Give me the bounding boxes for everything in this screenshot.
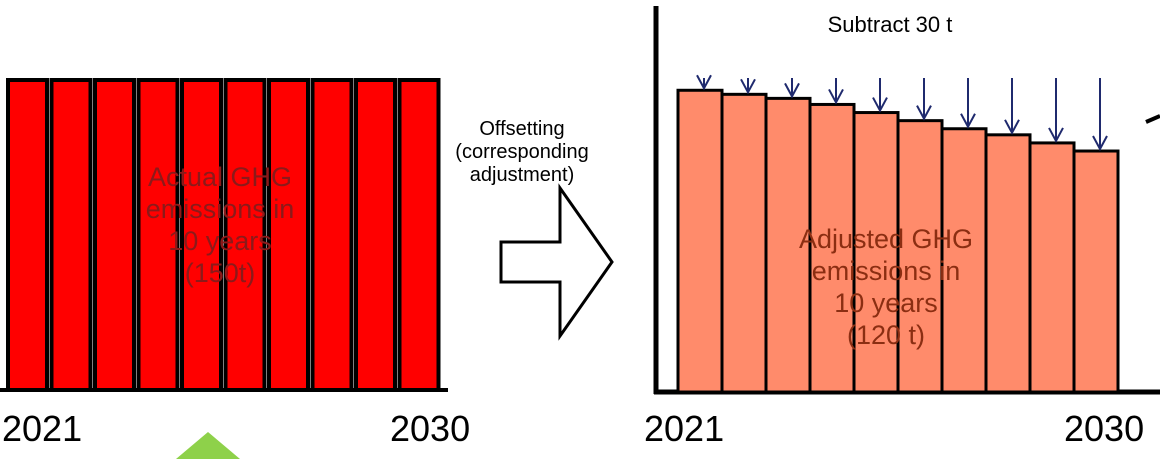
adjusted-emissions-line-4: (120 t) (846, 319, 926, 350)
left-bar-2029 (354, 78, 397, 392)
left-bar-2028 (310, 78, 354, 392)
left-year-start: 2021 (2, 408, 83, 449)
left-year-end: 2030 (390, 408, 471, 449)
offset-arrow (499, 183, 614, 341)
left-bar-2022 (49, 78, 93, 392)
offsetting-label: Offsetting (corresponding adjustment) (436, 118, 608, 187)
subtract-title: Subtract 30 t (827, 12, 953, 37)
right-bar-2030 (1072, 149, 1120, 394)
left-bar-2024 (136, 78, 180, 392)
adjusted-emissions-line-2: emissions in (811, 255, 961, 286)
down-arrow-icon (1048, 127, 1064, 144)
down-arrow-icon (916, 105, 932, 121)
adjusted-emissions-line-3: 10 years (834, 287, 938, 318)
down-arrow-icon (696, 74, 712, 91)
right-bar-2028 (984, 133, 1032, 394)
right-outline-arrow-icon (499, 183, 614, 341)
left-bar-2026 (223, 78, 267, 392)
offsetting-line-2: (corresponding (455, 141, 589, 163)
right-bar-2022 (720, 92, 768, 394)
down-arrow-icon (784, 82, 800, 99)
right-bar-2027 (940, 127, 988, 394)
adjusted-emissions-line-1: Adjusted GHG (798, 224, 974, 254)
actual-emissions-label: Actual GHG emissions in 10 years (150t) (112, 162, 328, 289)
actual-emissions-line-1: Actual GHG (147, 162, 293, 192)
right-bar-2029 (1028, 141, 1076, 394)
cut-off-line-mark (1145, 114, 1160, 124)
down-arrow-icon (872, 97, 888, 113)
offsetting-line-3: adjustment) (469, 164, 575, 186)
subtract-arrow-group (696, 74, 1108, 152)
green-triangle-icon (176, 432, 240, 459)
left-bar-2030 (397, 78, 441, 392)
down-arrow-icon (1004, 119, 1020, 135)
offsetting-line-1: Offsetting (479, 118, 565, 140)
right-bar-2024 (808, 102, 856, 394)
down-arrow-icon (740, 78, 756, 95)
down-arrow-icon (828, 88, 844, 105)
down-arrow-icon (1092, 135, 1108, 152)
right-year-start: 2021 (644, 408, 725, 449)
right-bar-2023 (764, 96, 812, 394)
actual-emissions-line-3: 10 years (168, 225, 272, 256)
left-bar-2021 (6, 78, 49, 392)
actual-emissions-line-2: emissions in (145, 193, 295, 224)
right-year-end: 2030 (1064, 408, 1145, 449)
right-bar-2021 (676, 88, 724, 394)
adjusted-emissions-label: Adjusted GHG emissions in 10 years (120 … (766, 224, 1006, 351)
actual-emissions-line-4: (150t) (184, 257, 256, 288)
down-arrow-icon (960, 113, 976, 129)
right-bar-group (676, 88, 1120, 394)
